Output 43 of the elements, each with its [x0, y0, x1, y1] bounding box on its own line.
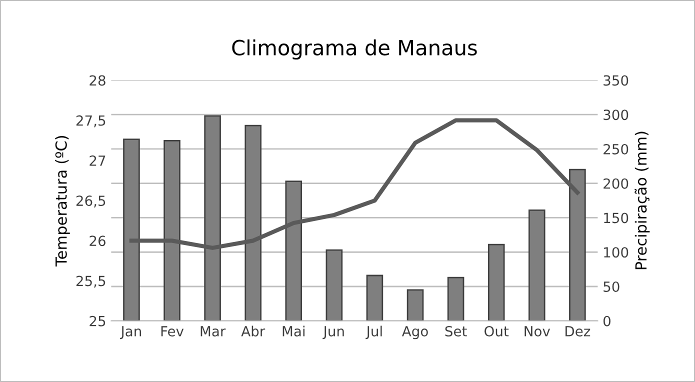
chart-title: Climograma de Manaus: [232, 39, 477, 60]
y-tick-label: 25,5: [76, 276, 106, 288]
bar: [569, 168, 586, 321]
x-tick-label: Out: [484, 326, 509, 336]
y2-tick-label: 250: [604, 144, 628, 154]
x-tick-label: Abr: [241, 326, 266, 336]
x-tick-label: Jun: [322, 326, 344, 340]
y2-tick-label: 0: [603, 316, 610, 326]
x-tick-label: Mai: [282, 326, 305, 336]
x-tick-label: Set: [445, 326, 467, 336]
bar: [488, 244, 505, 321]
bar: [164, 140, 180, 321]
x-tick-label: Ago: [402, 326, 428, 340]
y-tick-label: 25: [90, 316, 106, 326]
bar: [528, 209, 546, 321]
x-tick-label: Mar: [200, 326, 226, 336]
y-tick-label: 28: [90, 75, 106, 86]
bar: [366, 274, 384, 321]
y-tick-label: 27,5: [76, 115, 106, 128]
y-tick-label: 26,5: [76, 196, 106, 208]
bar: [244, 124, 262, 321]
line-series: [129, 118, 580, 250]
x-tick-label: Fev: [161, 326, 184, 336]
bar: [447, 276, 464, 321]
bar: [285, 180, 302, 321]
x-tick-label: Jul: [366, 326, 382, 340]
y2-tick-label: 200: [604, 178, 628, 189]
y2-tick-label: 50: [604, 281, 620, 292]
bar: [406, 289, 424, 321]
y2-tick-label: 300: [604, 110, 628, 120]
y2-tick-label: 350: [604, 75, 628, 86]
y-tick-label: 27: [90, 155, 106, 166]
x-tick-label: Nov: [524, 326, 550, 336]
y-axis-title: Temperatura (ºC): [55, 136, 70, 266]
bar: [123, 138, 140, 321]
y2-axis-title: Precipiração (mm): [634, 132, 650, 270]
x-tick-label: Dez: [566, 326, 590, 336]
y2-tick-label: 150: [604, 212, 628, 224]
y2-tick-label: 100: [604, 247, 628, 258]
bar: [326, 249, 343, 321]
x-tick-label: Jan: [120, 326, 141, 340]
y-tick-label: 26: [90, 236, 106, 246]
bar: [204, 115, 221, 321]
